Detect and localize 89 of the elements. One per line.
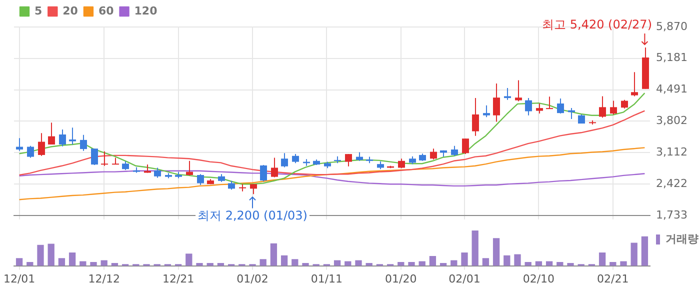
bar <box>302 263 309 266</box>
bar <box>292 259 298 266</box>
candlestick <box>398 158 405 169</box>
bar <box>408 262 415 266</box>
candlestick <box>281 152 288 168</box>
candlestick <box>472 98 479 136</box>
legend-label: 5 <box>34 4 42 18</box>
x-tick-label: 02/21 <box>597 272 629 286</box>
legend-label: 거래량 <box>666 232 698 246</box>
candlestick <box>557 98 564 114</box>
bar <box>48 244 54 266</box>
candlestick <box>515 80 522 102</box>
y-tick-label: 2,422 <box>656 176 688 190</box>
bar <box>482 258 490 266</box>
candlestick <box>430 148 437 160</box>
candlestick <box>631 72 638 97</box>
candlestick <box>101 150 108 166</box>
candlestick <box>451 145 458 156</box>
bar <box>514 254 521 266</box>
x-tick-label: 01/20 <box>385 272 417 286</box>
bar <box>567 263 574 266</box>
bar <box>504 255 510 266</box>
x-tick-label: 01/11 <box>310 272 343 286</box>
legend-label: 20 <box>62 4 78 18</box>
bar <box>270 243 278 266</box>
candlestick <box>292 154 299 164</box>
bar <box>450 260 458 266</box>
candlestick <box>197 174 204 186</box>
legend-label: 120 <box>134 4 158 18</box>
x-tick-label: 02/01 <box>448 272 480 286</box>
candlestick <box>80 134 87 152</box>
candlestick <box>493 82 500 122</box>
candlestick <box>345 154 352 167</box>
bar <box>280 255 288 266</box>
bar <box>461 252 468 266</box>
bar <box>492 238 500 266</box>
bar <box>472 230 478 266</box>
candlestick <box>271 157 278 178</box>
bar <box>620 261 627 266</box>
bar <box>630 242 638 266</box>
candlestick <box>610 100 617 115</box>
bar <box>260 259 266 266</box>
candlestick <box>59 128 66 147</box>
annotation: 최저 2,200 (01/03) <box>198 208 308 222</box>
y-tick-label: 5,181 <box>656 51 688 64</box>
candlestick <box>462 138 469 155</box>
candlestick <box>250 184 257 195</box>
candlestick <box>27 145 34 158</box>
bar <box>196 263 203 266</box>
candlestick <box>599 96 606 118</box>
bar <box>429 256 436 266</box>
x-tick-label: 02/10 <box>522 272 555 286</box>
x-tick-label: 12/01 <box>3 272 36 286</box>
candlestick <box>504 88 511 100</box>
candlestick <box>525 98 532 116</box>
candlestick <box>112 157 119 165</box>
candlestick <box>16 138 23 152</box>
y-tick-label: 3,112 <box>656 145 688 158</box>
y-tick-label: 4,491 <box>656 82 688 96</box>
candlestick <box>239 184 246 192</box>
candlestick <box>186 160 193 176</box>
bar <box>68 252 76 266</box>
annotation: 최고 5,420 (02/27) <box>542 18 652 32</box>
bar <box>641 236 648 266</box>
candlestick <box>536 103 543 114</box>
candlestick <box>91 148 98 166</box>
candlestick <box>154 167 161 178</box>
bar <box>186 254 192 266</box>
legend-label: 60 <box>98 4 114 18</box>
y-tick-label: 3,802 <box>656 114 688 128</box>
bar <box>16 258 23 266</box>
bar <box>598 252 606 266</box>
y-tick-label: 1,733 <box>656 208 688 222</box>
x-tick-label: 12/12 <box>88 272 120 286</box>
bar <box>100 260 108 266</box>
bar <box>334 260 341 266</box>
y-tick-label: 5,870 <box>656 20 688 33</box>
bar <box>37 244 44 266</box>
x-tick-label: 12/21 <box>162 272 194 286</box>
candlestick <box>48 122 55 145</box>
candlestick <box>260 164 267 182</box>
candlestick <box>38 132 45 156</box>
bar <box>355 260 362 266</box>
candlestick <box>69 127 76 145</box>
candlestick <box>483 104 490 118</box>
bar <box>90 262 97 266</box>
x-tick-label: 01/02 <box>236 272 268 286</box>
candlestick <box>546 96 553 110</box>
bar <box>58 258 66 266</box>
